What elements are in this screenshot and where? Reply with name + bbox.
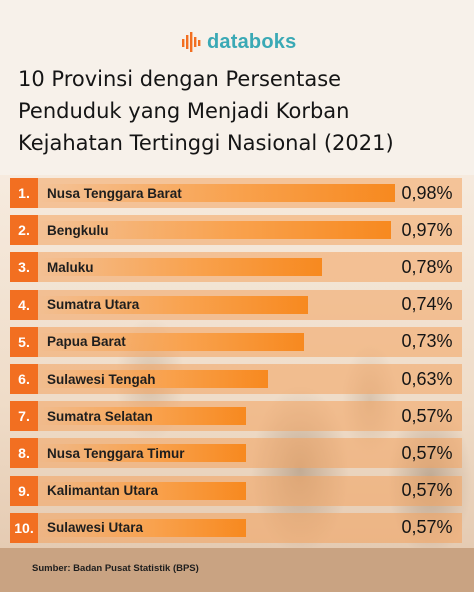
chart-row: 5. Papua Barat 0,73%: [10, 326, 462, 357]
title-line: Penduduk yang Menjadi Korban: [18, 99, 350, 123]
value-label: 0,57%: [401, 517, 453, 538]
value-label: 0,97%: [401, 219, 453, 240]
category-label: Nusa Tenggara Barat: [47, 185, 182, 201]
value-label: 0,98%: [401, 182, 453, 203]
databoks-bars-icon: [182, 32, 201, 52]
footer-band: [0, 548, 474, 592]
rank-label: 1.: [10, 178, 38, 208]
category-label: Maluku: [47, 259, 94, 275]
rank-label: 6.: [10, 364, 38, 394]
source-note: Sumber: Badan Pusat Statistik (BPS): [32, 563, 199, 574]
chart-row: 8. Nusa Tenggara Timur 0,57%: [10, 438, 462, 469]
title-line: Kejahatan Tertinggi Nasional (2021): [18, 131, 394, 155]
rank-label: 7.: [10, 401, 38, 432]
value-label: 0,57%: [401, 442, 453, 463]
logo-text: databoks: [207, 30, 297, 53]
bar: [38, 370, 268, 388]
value-label: 0,57%: [401, 480, 453, 501]
chart-row: 3. Maluku 0,78%: [10, 252, 462, 283]
chart-row: 4. Sumatra Utara 0,74%: [10, 289, 462, 320]
category-label: Kalimantan Utara: [47, 483, 159, 499]
bar: [38, 407, 246, 426]
chart-row: 1. Nusa Tenggara Barat 0,98%: [10, 178, 462, 208]
category-label: Sulawesi Utara: [47, 520, 144, 536]
category-label: Nusa Tenggara Timur: [47, 445, 185, 461]
bar: [38, 481, 246, 500]
rank-label: 3.: [10, 252, 38, 283]
category-label: Sulawesi Tengah: [47, 371, 156, 387]
databoks-logo: databoks: [181, 30, 296, 54]
bar: [38, 332, 304, 351]
rank-label: 4.: [10, 289, 38, 320]
bar: [38, 184, 395, 202]
bar: [38, 295, 308, 314]
chart-row: 10. Sulawesi Utara 0,57%: [10, 512, 462, 543]
rank-label: 9.: [10, 475, 38, 506]
bar: [38, 518, 246, 537]
rank-label: 8.: [10, 438, 38, 469]
category-label: Bengkulu: [47, 222, 109, 238]
value-label: 0,73%: [401, 331, 453, 352]
value-label: 0,63%: [401, 368, 453, 389]
bar: [38, 444, 246, 463]
title-line: 10 Provinsi dengan Persentase: [18, 67, 342, 91]
chart-row: 9. Kalimantan Utara 0,57%: [10, 475, 462, 506]
bar: [38, 221, 392, 240]
rank-label: 2.: [10, 215, 38, 246]
category-label: Sumatra Selatan: [47, 408, 153, 424]
category-label: Papua Barat: [47, 334, 126, 350]
value-label: 0,74%: [401, 294, 453, 315]
chart-title: 10 Provinsi dengan Persentase Penduduk y…: [18, 63, 458, 159]
chart-row: 2. Bengkulu 0,97%: [10, 215, 462, 246]
header: databoks 10 Provinsi dengan Persentase P…: [0, 0, 474, 175]
value-label: 0,78%: [401, 256, 453, 277]
value-label: 0,57%: [401, 405, 453, 426]
category-label: Sumatra Utara: [47, 297, 140, 313]
chart-row: 7. Sumatra Selatan 0,57%: [10, 401, 462, 432]
rank-label: 10.: [10, 512, 38, 543]
rank-label: 5.: [10, 326, 38, 357]
chart-row: 6. Sulawesi Tengah 0,63%: [10, 364, 462, 394]
bar: [38, 258, 323, 277]
